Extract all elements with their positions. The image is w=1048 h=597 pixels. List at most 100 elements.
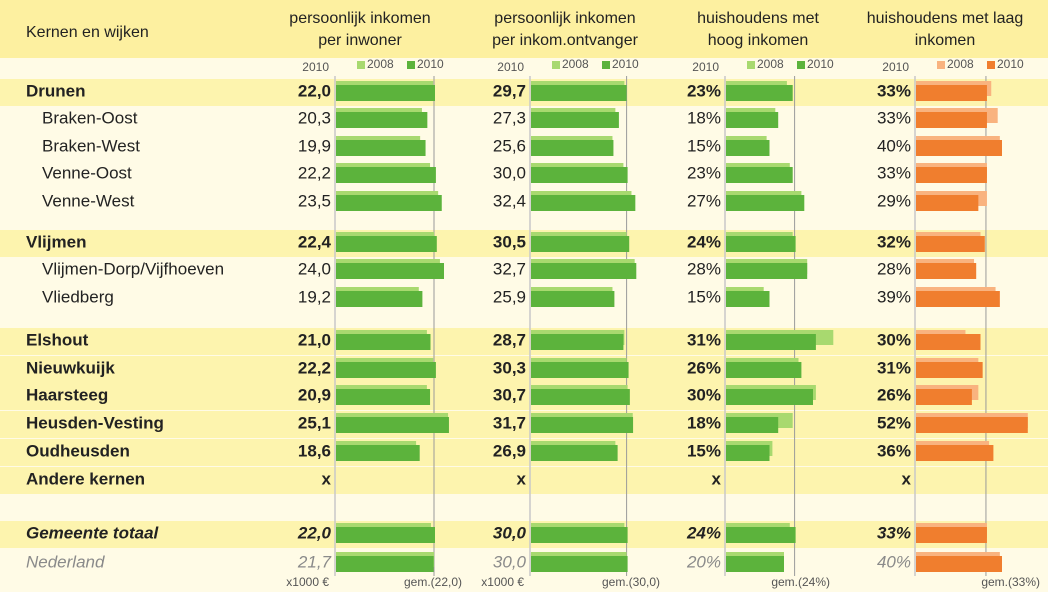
cell-value: 30,0 (493, 552, 527, 571)
legend-label: 2010 (807, 57, 834, 71)
cell-value: 22,4 (298, 232, 332, 251)
cell-value: x (517, 469, 527, 488)
cell-value: 21,7 (297, 552, 332, 571)
cell-value: 39% (877, 287, 911, 306)
column-title: huishoudens met laag (867, 10, 1024, 27)
legend-label: 2008 (562, 57, 589, 71)
cell-value: 25,9 (493, 287, 526, 306)
bar-2010 (916, 167, 987, 183)
cell-value: 28% (877, 259, 911, 278)
legend-swatch (407, 61, 415, 69)
cell-value: 30,3 (493, 358, 526, 377)
bar-2010 (726, 112, 779, 128)
cell-value: 32,4 (493, 191, 526, 210)
cell-value: 26,9 (493, 441, 526, 460)
row-highlight (0, 383, 1048, 410)
legend-swatch (797, 61, 805, 69)
cell-value: 22,0 (298, 81, 331, 100)
row-name: Andere kernen (26, 469, 145, 488)
bar-2010 (531, 140, 614, 156)
cell-value: 23,5 (298, 191, 331, 210)
bar-2010 (916, 291, 1000, 307)
cell-value: 31% (877, 358, 911, 377)
cell-value: x (902, 469, 912, 488)
row-name: Nieuwkuijk (26, 358, 115, 377)
unit-label: x1000 € (286, 575, 329, 589)
legend-label: 2010 (997, 57, 1024, 71)
cell-value: 15% (687, 441, 721, 460)
bar-2010 (726, 527, 796, 543)
bar-2010 (726, 417, 779, 433)
bar-2010 (336, 417, 449, 433)
bar-2010 (916, 417, 1028, 433)
cell-value: 21,0 (298, 330, 331, 349)
cell-value: 36% (877, 441, 911, 460)
cell-value: 31,7 (493, 413, 526, 432)
row-name: Vliedberg (42, 287, 114, 306)
legend-swatch (747, 61, 755, 69)
bar-2010 (916, 334, 981, 350)
cell-value: 40% (877, 552, 911, 571)
bar-2010 (726, 85, 793, 101)
row-name: Nederland (26, 552, 105, 571)
cell-value: 40% (877, 136, 911, 155)
bar-2010 (916, 527, 987, 543)
cell-value: 27,3 (493, 108, 526, 127)
cell-value: x (322, 469, 332, 488)
row-name: Venne-Oost (42, 163, 132, 182)
cell-value: 15% (687, 136, 721, 155)
cell-value: 26% (877, 385, 911, 404)
bar-2010 (336, 236, 437, 252)
row-name: Braken-Oost (42, 108, 138, 127)
year-label: 2010 (882, 60, 909, 74)
row-name: Drunen (26, 81, 86, 100)
column-title: inkomen (915, 32, 975, 49)
cell-value: 18% (687, 413, 721, 432)
row-name: Braken-West (42, 136, 140, 155)
cell-value: 33% (877, 523, 911, 542)
bar-2010 (916, 389, 972, 405)
row-name: Heusden-Vesting (26, 413, 164, 432)
bar-2010 (726, 236, 796, 252)
cell-value: 25,6 (493, 136, 526, 155)
cell-value: 20,3 (298, 108, 331, 127)
legend-swatch (937, 61, 945, 69)
cell-value: 30% (687, 385, 721, 404)
bar-2010 (336, 389, 431, 405)
row-highlight (0, 411, 1048, 438)
average-label: gem.(33%) (981, 575, 1040, 589)
bar-2010 (916, 236, 985, 252)
cell-value: 25,1 (298, 413, 331, 432)
bar-2010 (726, 334, 816, 350)
cell-value: 15% (687, 287, 721, 306)
bar-2010 (726, 389, 813, 405)
cell-value: 20,9 (298, 385, 331, 404)
bar-2010 (531, 112, 619, 128)
bar-2010 (336, 445, 420, 461)
row-highlight (0, 439, 1048, 466)
bar-2010 (336, 527, 435, 543)
bar-2010 (336, 85, 435, 101)
bar-2010 (531, 417, 634, 433)
bar-2010 (531, 389, 630, 405)
bar-2010 (531, 556, 628, 572)
bar-2010 (336, 334, 431, 350)
year-label: 2010 (497, 60, 524, 74)
column-title: per inkom.ontvanger (492, 32, 639, 49)
cell-value: 18,6 (298, 441, 331, 460)
bar-2010 (916, 195, 979, 211)
legend-label: 2010 (612, 57, 639, 71)
bar-2010 (916, 263, 977, 279)
bar-2010 (336, 195, 442, 211)
bar-2010 (916, 362, 983, 378)
cell-value: 24,0 (298, 259, 331, 278)
row-name: Oudheusden (26, 441, 130, 460)
row-name: Vlijmen (26, 232, 86, 251)
row-name: Elshout (26, 330, 89, 349)
bar-2010 (336, 140, 426, 156)
cell-value: 28,7 (493, 330, 526, 349)
bar-2010 (531, 445, 618, 461)
bar-2010 (531, 236, 630, 252)
row-name: Haarsteeg (26, 385, 108, 404)
row-name: Gemeente totaal (26, 523, 160, 542)
